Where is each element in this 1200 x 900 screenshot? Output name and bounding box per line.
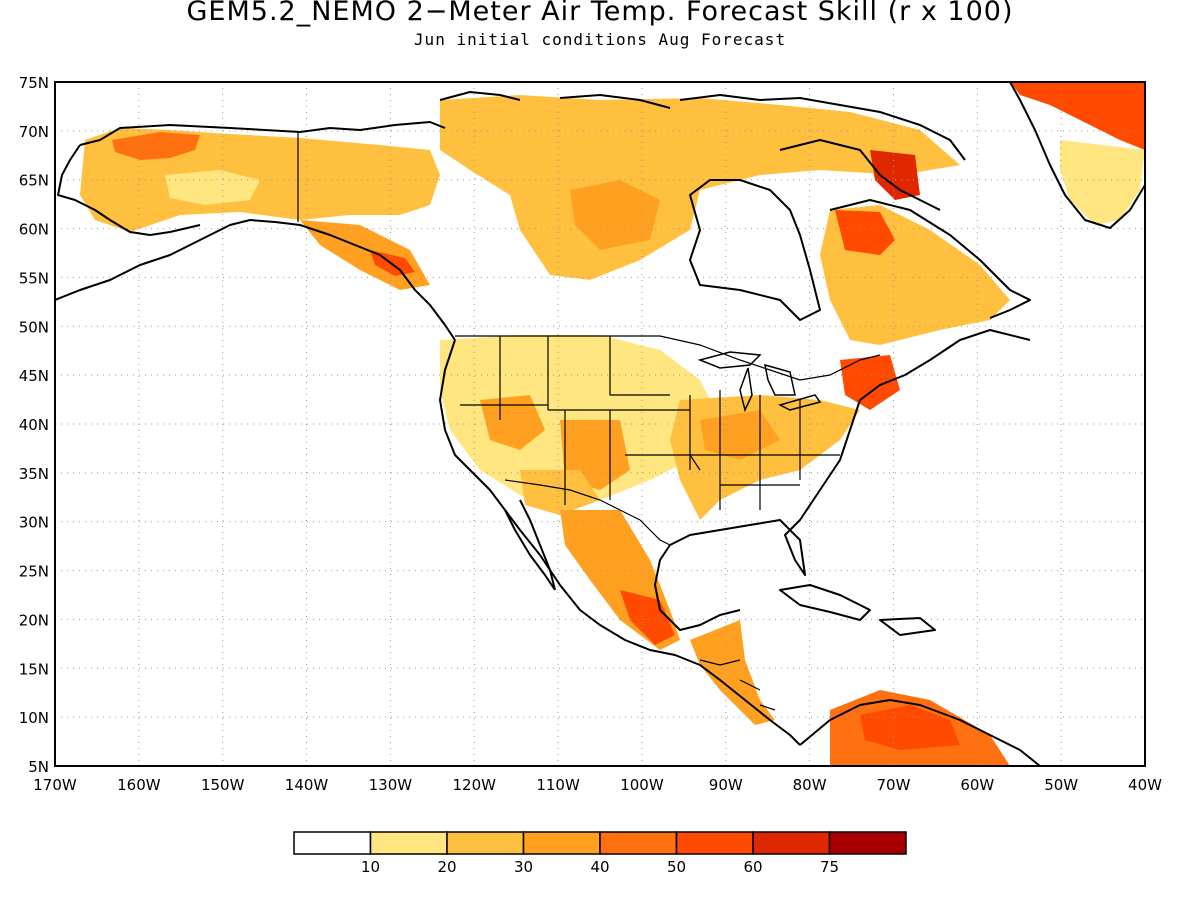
lat-tick-label: 55N <box>19 269 49 287</box>
colorbar-swatch <box>369 831 448 855</box>
lat-tick-label: 45N <box>19 367 49 385</box>
skill-region-alaska-north <box>112 132 200 160</box>
lat-tick-label: 65N <box>19 172 49 190</box>
skill-region-southwest <box>520 470 600 515</box>
coastline-south-america <box>799 699 1041 766</box>
lon-tick-label: 100W <box>620 776 664 794</box>
skill-region-alaska-interior <box>165 170 260 205</box>
lat-tick-label: 50N <box>19 318 49 336</box>
colorbar-label: 30 <box>514 858 533 876</box>
map-title: GEM5.2_NEMO 2−Meter Air Temp. Forecast S… <box>186 0 1014 27</box>
lat-tick-label: 25N <box>19 563 49 581</box>
lat-tick-label: 5N <box>28 758 49 776</box>
border-us-mexico <box>504 479 671 546</box>
skill-region-venezuela-hot <box>860 705 960 750</box>
latitude-labels: 75N 70N 65N 60N 55N 50N 45N 40N 35N 30N 25N 20N 15N 1… <box>19 74 49 776</box>
lon-tick-label: 170W <box>33 776 77 794</box>
great-lakes <box>697 351 822 413</box>
coastline-labrador <box>829 199 1031 319</box>
colorbar-swatch <box>752 831 831 855</box>
coastline-cuba <box>779 584 871 621</box>
skill-region-greenland-south <box>1060 140 1145 225</box>
colorbar-label: 60 <box>743 858 762 876</box>
lon-tick-label: 50W <box>1044 776 1078 794</box>
border-us-states <box>460 336 840 510</box>
coastline-alaska <box>55 121 456 341</box>
coastline-hispaniola <box>879 617 936 636</box>
lon-tick-label: 120W <box>452 776 496 794</box>
lon-tick-label: 80W <box>793 776 827 794</box>
skill-region-great-basin <box>480 395 545 450</box>
coastline-arctic-islands <box>439 91 966 211</box>
skill-region-baffin-hot <box>870 150 920 200</box>
lat-tick-label: 35N <box>19 465 49 483</box>
lat-tick-label: 15N <box>19 660 49 678</box>
colorbar: 10 20 30 40 50 60 75 <box>293 831 907 876</box>
lat-tick-label: 75N <box>19 74 49 92</box>
colorbar-swatch <box>828 831 907 855</box>
coastline-greenland <box>1009 82 1145 229</box>
colorbar-label: 40 <box>590 858 609 876</box>
lon-tick-label: 70W <box>877 776 911 794</box>
skill-shading <box>80 82 1145 766</box>
skill-region-central-america <box>690 620 775 725</box>
lon-tick-label: 160W <box>117 776 161 794</box>
coastline-baja <box>504 499 556 591</box>
map-subtitle: Jun initial conditions Aug Forecast <box>413 30 787 49</box>
lat-tick-label: 20N <box>19 611 49 629</box>
colorbar-swatch <box>522 831 601 855</box>
lon-tick-label: 90W <box>709 776 743 794</box>
lon-tick-label: 110W <box>536 776 580 794</box>
colorbar-label: 75 <box>820 858 839 876</box>
longitude-labels: 170W 160W 150W 140W 130W 120W 110W 100W 90W 80W 70… <box>33 776 1162 794</box>
lon-tick-label: 140W <box>285 776 329 794</box>
lon-tick-label: 40W <box>1128 776 1162 794</box>
colorbar-swatch <box>675 831 754 855</box>
lon-tick-label: 60W <box>960 776 994 794</box>
lon-tick-label: 130W <box>369 776 413 794</box>
skill-region-hudson-west <box>570 180 660 250</box>
lake-superior <box>697 351 762 369</box>
lat-tick-label: 40N <box>19 416 49 434</box>
coastlines <box>55 82 1145 766</box>
border-central-america <box>699 659 776 711</box>
colorbar-label: 50 <box>667 858 686 876</box>
coastline-hudson-bay <box>689 179 821 321</box>
lat-tick-label: 10N <box>19 709 49 727</box>
colorbar-label: 10 <box>361 858 380 876</box>
border-us-canada <box>455 335 881 381</box>
colorbar-label: 20 <box>437 858 456 876</box>
skill-region-ungava-hot <box>835 210 895 255</box>
lon-tick-label: 150W <box>201 776 245 794</box>
colorbar-swatch <box>293 831 372 855</box>
lat-tick-label: 60N <box>19 221 49 239</box>
coastline-west-us <box>439 339 801 746</box>
skill-region-eastern-us <box>670 395 860 520</box>
colorbar-swatch <box>599 831 678 855</box>
skill-region-northeast <box>840 355 900 410</box>
lat-tick-label: 70N <box>19 123 49 141</box>
lake-huron <box>764 363 796 396</box>
lake-michigan <box>739 367 753 413</box>
skill-region-mexico-hot <box>620 590 675 645</box>
skill-region-greenland <box>1010 82 1145 150</box>
colorbar-swatch <box>446 831 525 855</box>
map-frame <box>54 81 1146 767</box>
political-borders <box>297 132 881 711</box>
lat-tick-label: 30N <box>19 514 49 532</box>
graticule <box>55 82 1145 766</box>
lake-erie <box>777 394 822 411</box>
coastline-gulf <box>654 329 1031 631</box>
